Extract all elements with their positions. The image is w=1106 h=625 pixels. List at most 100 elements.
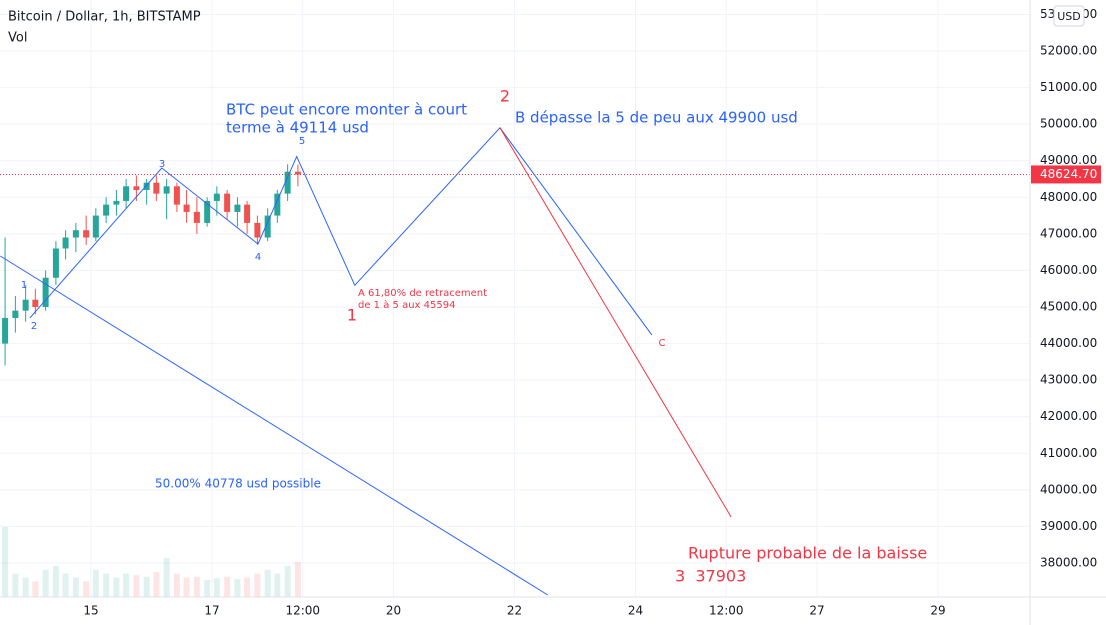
- y-tick-label: 38000.00: [1040, 555, 1097, 569]
- volume-bar: [42, 569, 49, 597]
- wave-label: 4: [255, 252, 261, 263]
- candle-body: [213, 193, 220, 201]
- x-tick-label: 12:00: [709, 604, 744, 618]
- volume-bar: [183, 577, 190, 597]
- annotation-line: de 1 à 5 aux 45594: [358, 299, 455, 311]
- volume-bar: [113, 577, 120, 597]
- volume-bar: [274, 573, 281, 597]
- candle-body: [83, 230, 90, 238]
- wave-label: 2: [500, 87, 510, 106]
- candle-body: [32, 299, 39, 308]
- candle-body: [143, 182, 150, 190]
- y-tick-label: 50000.00: [1040, 117, 1097, 131]
- volume-bar: [22, 577, 29, 597]
- annotation-line: A 61,80% de retracement: [358, 288, 487, 299]
- candle-body: [274, 193, 281, 216]
- volume-bar: [32, 581, 39, 597]
- volume-bar: [204, 579, 211, 597]
- volume-bar: [234, 579, 241, 597]
- volume-bar: [62, 573, 69, 597]
- chart-subtitle: Vol: [8, 31, 27, 46]
- volume-bar: [244, 577, 251, 597]
- current-price-label: 48624.70: [1040, 167, 1097, 181]
- volume-bar: [12, 573, 19, 597]
- y-tick-label: 41000.00: [1040, 446, 1097, 460]
- chart-title: Bitcoin / Dollar, 1h, BITSTAMP: [8, 10, 201, 25]
- y-tick-label: 51000.00: [1040, 80, 1097, 94]
- candle-body: [284, 171, 291, 194]
- y-tick-label: 48000.00: [1040, 190, 1097, 204]
- volume-bar: [52, 565, 59, 597]
- axes: 38000.00 39000.00 40000.00 41000.00 42000.00…: [83, 7, 1101, 618]
- trend-line: [0, 255, 549, 596]
- y-tick-label: 39000.00: [1040, 519, 1097, 533]
- volume-bar: [103, 573, 110, 597]
- wave-label: 3: [159, 159, 165, 170]
- candle-body: [254, 222, 261, 238]
- candle-body: [123, 186, 130, 201]
- candle-body: [92, 215, 99, 238]
- candle-body: [42, 277, 49, 308]
- x-tick-label: 22: [507, 604, 522, 618]
- candle-body: [12, 310, 19, 318]
- volume-bar: [213, 578, 220, 597]
- wave-label: 2: [31, 321, 37, 332]
- currency-box[interactable]: [1053, 5, 1085, 27]
- candle-body: [2, 317, 9, 344]
- volume-bar: [72, 577, 79, 597]
- annotation-rupture: Rupture probable de la baisse: [688, 544, 927, 563]
- candle-body: [52, 248, 59, 278]
- x-tick-label: 12:00: [285, 604, 320, 618]
- candle-body: [183, 204, 190, 212]
- volume-bar: [143, 576, 150, 597]
- y-tick-label: 46000.00: [1040, 263, 1097, 277]
- candle-body: [72, 230, 79, 238]
- wave-label: 5: [299, 136, 305, 147]
- y-tick-label: 45000.00: [1040, 300, 1097, 314]
- candle-body: [103, 204, 110, 216]
- plot-area: [0, 127, 1030, 597]
- candle-body: [133, 186, 140, 190]
- candle-body: [153, 182, 160, 194]
- volume-bar: [153, 572, 160, 597]
- volume-bar: [284, 565, 291, 597]
- candle-body: [264, 215, 271, 238]
- wave-label: C: [659, 338, 666, 349]
- volume-bar: [294, 562, 301, 597]
- annotation-btc: BTC peut encore monter à court terme à 4…: [226, 101, 467, 137]
- currency[interactable]: USD: [1057, 10, 1081, 23]
- y-tick-label: 42000.00: [1040, 409, 1097, 423]
- y-tick-label: 49000.00: [1040, 153, 1097, 167]
- annotation-b: B dépasse la 5 de peu aux 49900 usd: [515, 109, 798, 127]
- red-labels: 1 2 C: [347, 87, 666, 350]
- volume-bar: [224, 576, 231, 597]
- volume-bar: [133, 575, 140, 597]
- candle-body: [113, 200, 120, 205]
- candle-body: [163, 186, 170, 194]
- annotation-fifty: 50.00% 40778 usd possible: [155, 477, 321, 491]
- x-tick-label: 20: [386, 604, 401, 618]
- x-tick-label: 17: [204, 604, 219, 618]
- y-tick-label: 40000.00: [1040, 482, 1097, 496]
- x-tick-label: 15: [83, 604, 98, 618]
- trend-line: [499, 127, 732, 518]
- volume-bar: [123, 573, 130, 597]
- candle-body: [234, 204, 241, 212]
- y-tick-label: 52000.00: [1040, 44, 1097, 58]
- wave-label: 1: [21, 280, 27, 291]
- candle-body: [62, 237, 69, 249]
- volume-bar: [254, 573, 261, 597]
- wave-labels: 1 2 3 4 5: [21, 136, 305, 332]
- wave-label: 1: [347, 306, 357, 325]
- x-tick-label: 24: [628, 604, 643, 618]
- volume-bar: [173, 573, 180, 597]
- volume-bar: [2, 527, 9, 597]
- volume-bar: [193, 576, 200, 597]
- annotation-line: terme à 49114 usd: [226, 119, 369, 137]
- candle-body: [193, 211, 200, 223]
- candle-body: [204, 200, 211, 223]
- y-tick-label: 47000.00: [1040, 226, 1097, 240]
- volume-bar: [83, 581, 90, 597]
- volume-bar: [92, 569, 99, 597]
